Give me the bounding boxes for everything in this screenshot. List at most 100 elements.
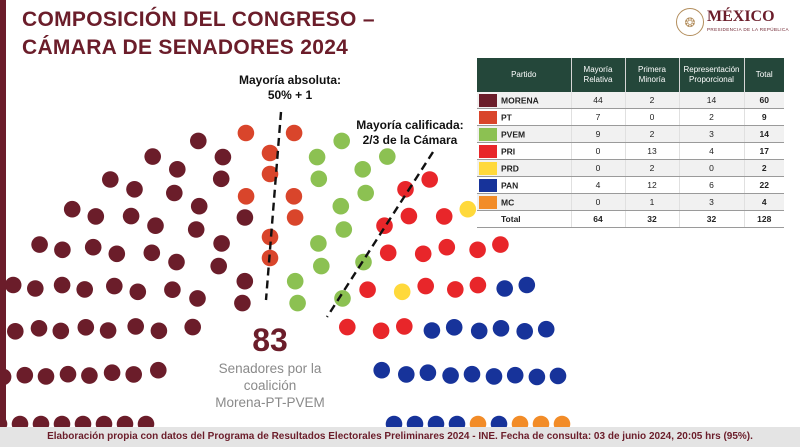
party-cell: PT <box>477 108 571 126</box>
total-relative: 64 <box>570 210 625 228</box>
seat-morena <box>236 272 254 290</box>
seat-pvem <box>310 170 328 188</box>
seat-morena <box>125 366 142 383</box>
first-minority-cell: 2 <box>624 92 679 109</box>
party-cell: PRI <box>477 142 571 160</box>
seat-pt <box>261 144 279 162</box>
seat-group <box>0 124 571 433</box>
seat-morena <box>212 170 230 188</box>
seat-morena <box>126 181 143 198</box>
seat-morena <box>99 322 117 339</box>
qualified-majority-line <box>325 151 435 318</box>
seat-morena <box>210 257 227 275</box>
proportional-cell: 3 <box>678 125 744 143</box>
proportional-cell: 3 <box>678 193 744 211</box>
seat-pri <box>435 208 453 225</box>
seat-morena <box>144 148 161 165</box>
seat-pri <box>372 322 390 340</box>
seat-morena <box>108 245 126 263</box>
party-total-cell: 14 <box>743 125 784 143</box>
seat-pan <box>537 320 555 338</box>
first-minority-cell: 12 <box>624 176 679 194</box>
party-name: PRI <box>501 146 516 156</box>
qualified-majority-label: Mayoría calificada: 2/3 de la Cámara <box>350 118 470 148</box>
absolute-majority-label: Mayoría absoluta: 50% + 1 <box>225 73 355 103</box>
seat-pvem <box>286 272 304 290</box>
seat-pri <box>469 241 486 259</box>
proportional-cell: 0 <box>678 159 744 177</box>
party-color-swatch <box>479 127 497 141</box>
seat-morena <box>102 171 119 188</box>
seat-morena <box>150 322 168 340</box>
proportional-cell: 4 <box>678 142 744 160</box>
party-cell: PAN <box>477 176 571 194</box>
table-row: PAN 4 12 6 22 <box>477 176 784 194</box>
seat-pri <box>417 277 435 295</box>
seat-prd <box>459 200 477 218</box>
seat-morena <box>169 161 186 178</box>
seat-morena <box>27 280 44 297</box>
party-cell: MORENA <box>477 92 571 109</box>
seat-morena <box>0 368 12 386</box>
seat-morena <box>127 318 144 335</box>
table-row: PT 7 0 2 9 <box>477 108 784 126</box>
table-row: MC 0 1 3 4 <box>477 193 784 211</box>
seat-morena <box>234 294 251 312</box>
party-total-cell: 4 <box>743 193 784 211</box>
seat-pvem <box>308 148 326 166</box>
proportional-cell: 6 <box>678 176 744 194</box>
relative-majority-cell: 9 <box>570 125 625 143</box>
seat-morena <box>103 364 121 382</box>
page-title: COMPOSICIÓN DEL CONGRESO – CÁMARA DE SEN… <box>22 6 375 62</box>
seat-morena <box>77 319 95 336</box>
qualified-majority-value: 2/3 de la Cámara <box>362 133 458 147</box>
table-row: MORENA 44 2 14 60 <box>477 92 784 109</box>
seat-morena <box>106 277 123 295</box>
total-label: Total <box>477 210 571 228</box>
seat-pri <box>397 181 414 198</box>
seat-pvem <box>357 184 375 202</box>
qualified-majority-title: Mayoría calificada: <box>356 118 464 132</box>
eagle-seal-icon: ❂ <box>676 8 704 36</box>
seat-morena <box>168 253 185 271</box>
seat-pan <box>445 319 463 336</box>
party-name: PRD <box>501 163 519 173</box>
seat-morena <box>52 322 70 340</box>
seat-pvem <box>313 257 330 275</box>
seat-pan <box>398 366 415 383</box>
header-proportional: Representación Proporcional <box>678 58 744 92</box>
seat-pri <box>400 207 418 225</box>
relative-majority-cell: 0 <box>570 193 625 211</box>
party-color-swatch <box>479 93 497 107</box>
seat-pt <box>237 124 255 142</box>
party-total-cell: 2 <box>743 159 784 177</box>
seat-morena <box>53 276 71 294</box>
coalition-caption-line-3: Morena-PT-PVEM <box>215 395 325 410</box>
seat-pan <box>518 276 536 294</box>
government-logo: ❂ MÉXICO PRESIDENCIA DE LA REPÚBLICA <box>676 7 789 37</box>
party-color-swatch <box>479 178 497 192</box>
party-name: PVEM <box>501 129 526 139</box>
table-total-row: Total 64 32 32 128 <box>477 210 784 228</box>
seat-pri <box>339 318 356 336</box>
proportional-cell: 2 <box>678 108 744 126</box>
seat-pri <box>438 238 456 256</box>
seat-morena <box>190 197 208 215</box>
party-total-cell: 22 <box>743 176 784 194</box>
header-party: Partido <box>477 58 571 92</box>
absolute-majority-line <box>264 111 283 301</box>
first-minority-cell: 2 <box>624 159 679 177</box>
seat-morena <box>63 200 81 218</box>
seat-morena <box>129 283 147 301</box>
seat-morena <box>166 184 183 202</box>
seat-morena <box>213 235 230 252</box>
coalition-seat-count: 83 <box>252 322 288 358</box>
seat-morena <box>30 320 48 337</box>
party-color-swatch <box>479 110 497 124</box>
seat-morena <box>37 368 55 385</box>
seat-morena <box>187 221 205 238</box>
seat-morena <box>236 209 254 226</box>
seat-morena <box>84 238 102 256</box>
seat-pan <box>373 361 391 379</box>
logo-subtitle: PRESIDENCIA DE LA REPÚBLICA <box>707 27 789 32</box>
